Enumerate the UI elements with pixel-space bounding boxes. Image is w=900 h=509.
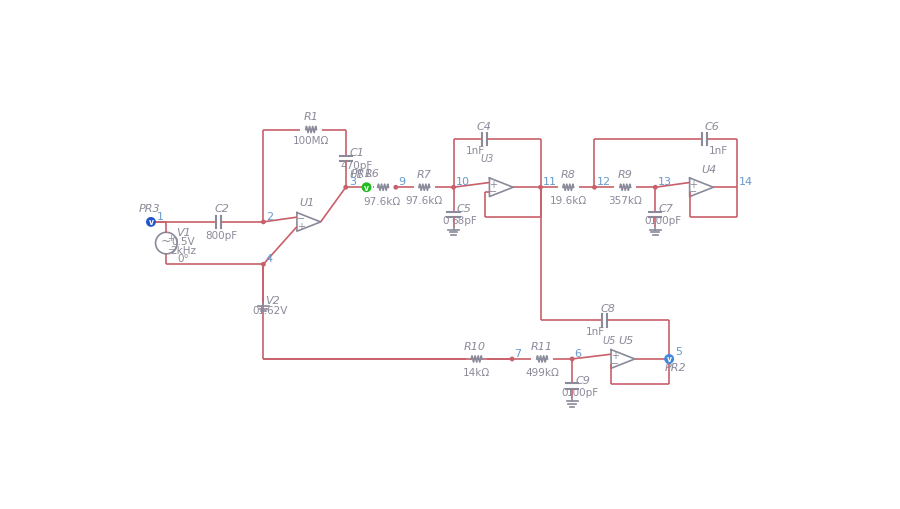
Text: U3: U3 xyxy=(481,154,494,164)
Circle shape xyxy=(653,186,657,189)
Text: C7: C7 xyxy=(659,204,673,214)
Text: 13: 13 xyxy=(658,177,671,187)
Text: 6: 6 xyxy=(574,348,581,358)
Text: 1nF: 1nF xyxy=(586,327,605,336)
Text: 1nF: 1nF xyxy=(709,145,728,155)
Text: U1: U1 xyxy=(349,169,364,179)
Text: 0: 0 xyxy=(562,387,568,398)
Text: R1: R1 xyxy=(303,112,319,122)
Text: V1: V1 xyxy=(176,228,191,237)
Text: 1: 1 xyxy=(158,211,164,221)
Circle shape xyxy=(394,186,398,189)
Circle shape xyxy=(147,218,155,227)
Text: 1nF: 1nF xyxy=(465,145,485,155)
Text: 97.6kΩ: 97.6kΩ xyxy=(406,196,443,206)
Text: ~: ~ xyxy=(161,235,172,248)
Text: 19.6kΩ: 19.6kΩ xyxy=(550,196,587,206)
Text: 5: 5 xyxy=(675,347,682,357)
Text: R11: R11 xyxy=(531,341,554,351)
Text: R6: R6 xyxy=(364,169,380,179)
Circle shape xyxy=(363,184,371,192)
Text: 100pF: 100pF xyxy=(567,387,599,398)
Text: 0: 0 xyxy=(644,216,651,226)
Text: C9: C9 xyxy=(575,375,590,385)
Text: 100MΩ: 100MΩ xyxy=(292,136,329,146)
Text: 68pF: 68pF xyxy=(452,216,477,226)
Text: +: + xyxy=(166,234,174,243)
Circle shape xyxy=(262,221,266,224)
Text: 357kΩ: 357kΩ xyxy=(608,196,643,206)
Text: v: v xyxy=(148,218,153,227)
Text: R7: R7 xyxy=(417,170,432,180)
Text: −: − xyxy=(689,187,698,196)
Text: 12: 12 xyxy=(597,177,611,187)
Text: 9: 9 xyxy=(398,177,405,187)
Circle shape xyxy=(262,263,266,266)
Text: 10: 10 xyxy=(456,177,470,187)
Text: C6: C6 xyxy=(705,122,720,132)
Text: v: v xyxy=(364,183,369,192)
Text: 499kΩ: 499kΩ xyxy=(526,367,559,377)
Text: 14: 14 xyxy=(739,177,753,187)
Text: U5: U5 xyxy=(618,336,634,346)
Text: 0.5V: 0.5V xyxy=(172,237,195,247)
Text: −: − xyxy=(611,358,619,368)
Text: PR3: PR3 xyxy=(139,204,160,214)
Text: R8: R8 xyxy=(561,170,576,180)
Circle shape xyxy=(452,186,455,189)
Text: 1.62V: 1.62V xyxy=(257,306,288,316)
Circle shape xyxy=(510,357,514,361)
Text: U5: U5 xyxy=(602,335,616,345)
Circle shape xyxy=(665,355,673,363)
Circle shape xyxy=(593,186,596,189)
Text: +: + xyxy=(297,221,305,231)
Circle shape xyxy=(539,186,543,189)
Text: 97.6kΩ: 97.6kΩ xyxy=(363,196,400,207)
Text: V2: V2 xyxy=(266,295,280,305)
Text: C4: C4 xyxy=(477,122,491,132)
Text: 800pF: 800pF xyxy=(206,231,238,241)
Circle shape xyxy=(344,186,347,189)
Text: 0: 0 xyxy=(252,306,259,316)
Text: −: − xyxy=(490,187,498,196)
Text: 11: 11 xyxy=(543,177,557,187)
Text: 3: 3 xyxy=(349,177,356,187)
Text: +: + xyxy=(490,179,498,189)
Text: −: − xyxy=(297,214,305,224)
Text: 14kΩ: 14kΩ xyxy=(463,367,491,377)
Text: 2: 2 xyxy=(266,211,273,221)
Text: 0: 0 xyxy=(443,216,449,226)
Text: v: v xyxy=(667,355,671,364)
Text: −: − xyxy=(166,244,174,253)
Text: 0°: 0° xyxy=(177,253,189,264)
Text: C1: C1 xyxy=(349,148,364,158)
Circle shape xyxy=(668,357,670,361)
Text: R10: R10 xyxy=(464,341,486,351)
Text: C8: C8 xyxy=(600,303,615,314)
Text: 7: 7 xyxy=(515,348,521,358)
Text: 470pF: 470pF xyxy=(340,160,373,170)
Text: U4: U4 xyxy=(702,164,716,175)
Text: PR2: PR2 xyxy=(664,362,686,372)
Text: 4: 4 xyxy=(266,253,273,264)
Text: U1: U1 xyxy=(300,197,315,207)
Text: +: + xyxy=(689,179,698,189)
Text: C5: C5 xyxy=(457,204,472,214)
Circle shape xyxy=(571,357,574,361)
Text: R9: R9 xyxy=(617,170,633,180)
Text: 100pF: 100pF xyxy=(650,216,682,226)
Text: 2kHz: 2kHz xyxy=(170,245,196,255)
Text: PR1: PR1 xyxy=(350,169,372,179)
Text: +: + xyxy=(611,351,619,360)
Text: C2: C2 xyxy=(214,204,230,214)
